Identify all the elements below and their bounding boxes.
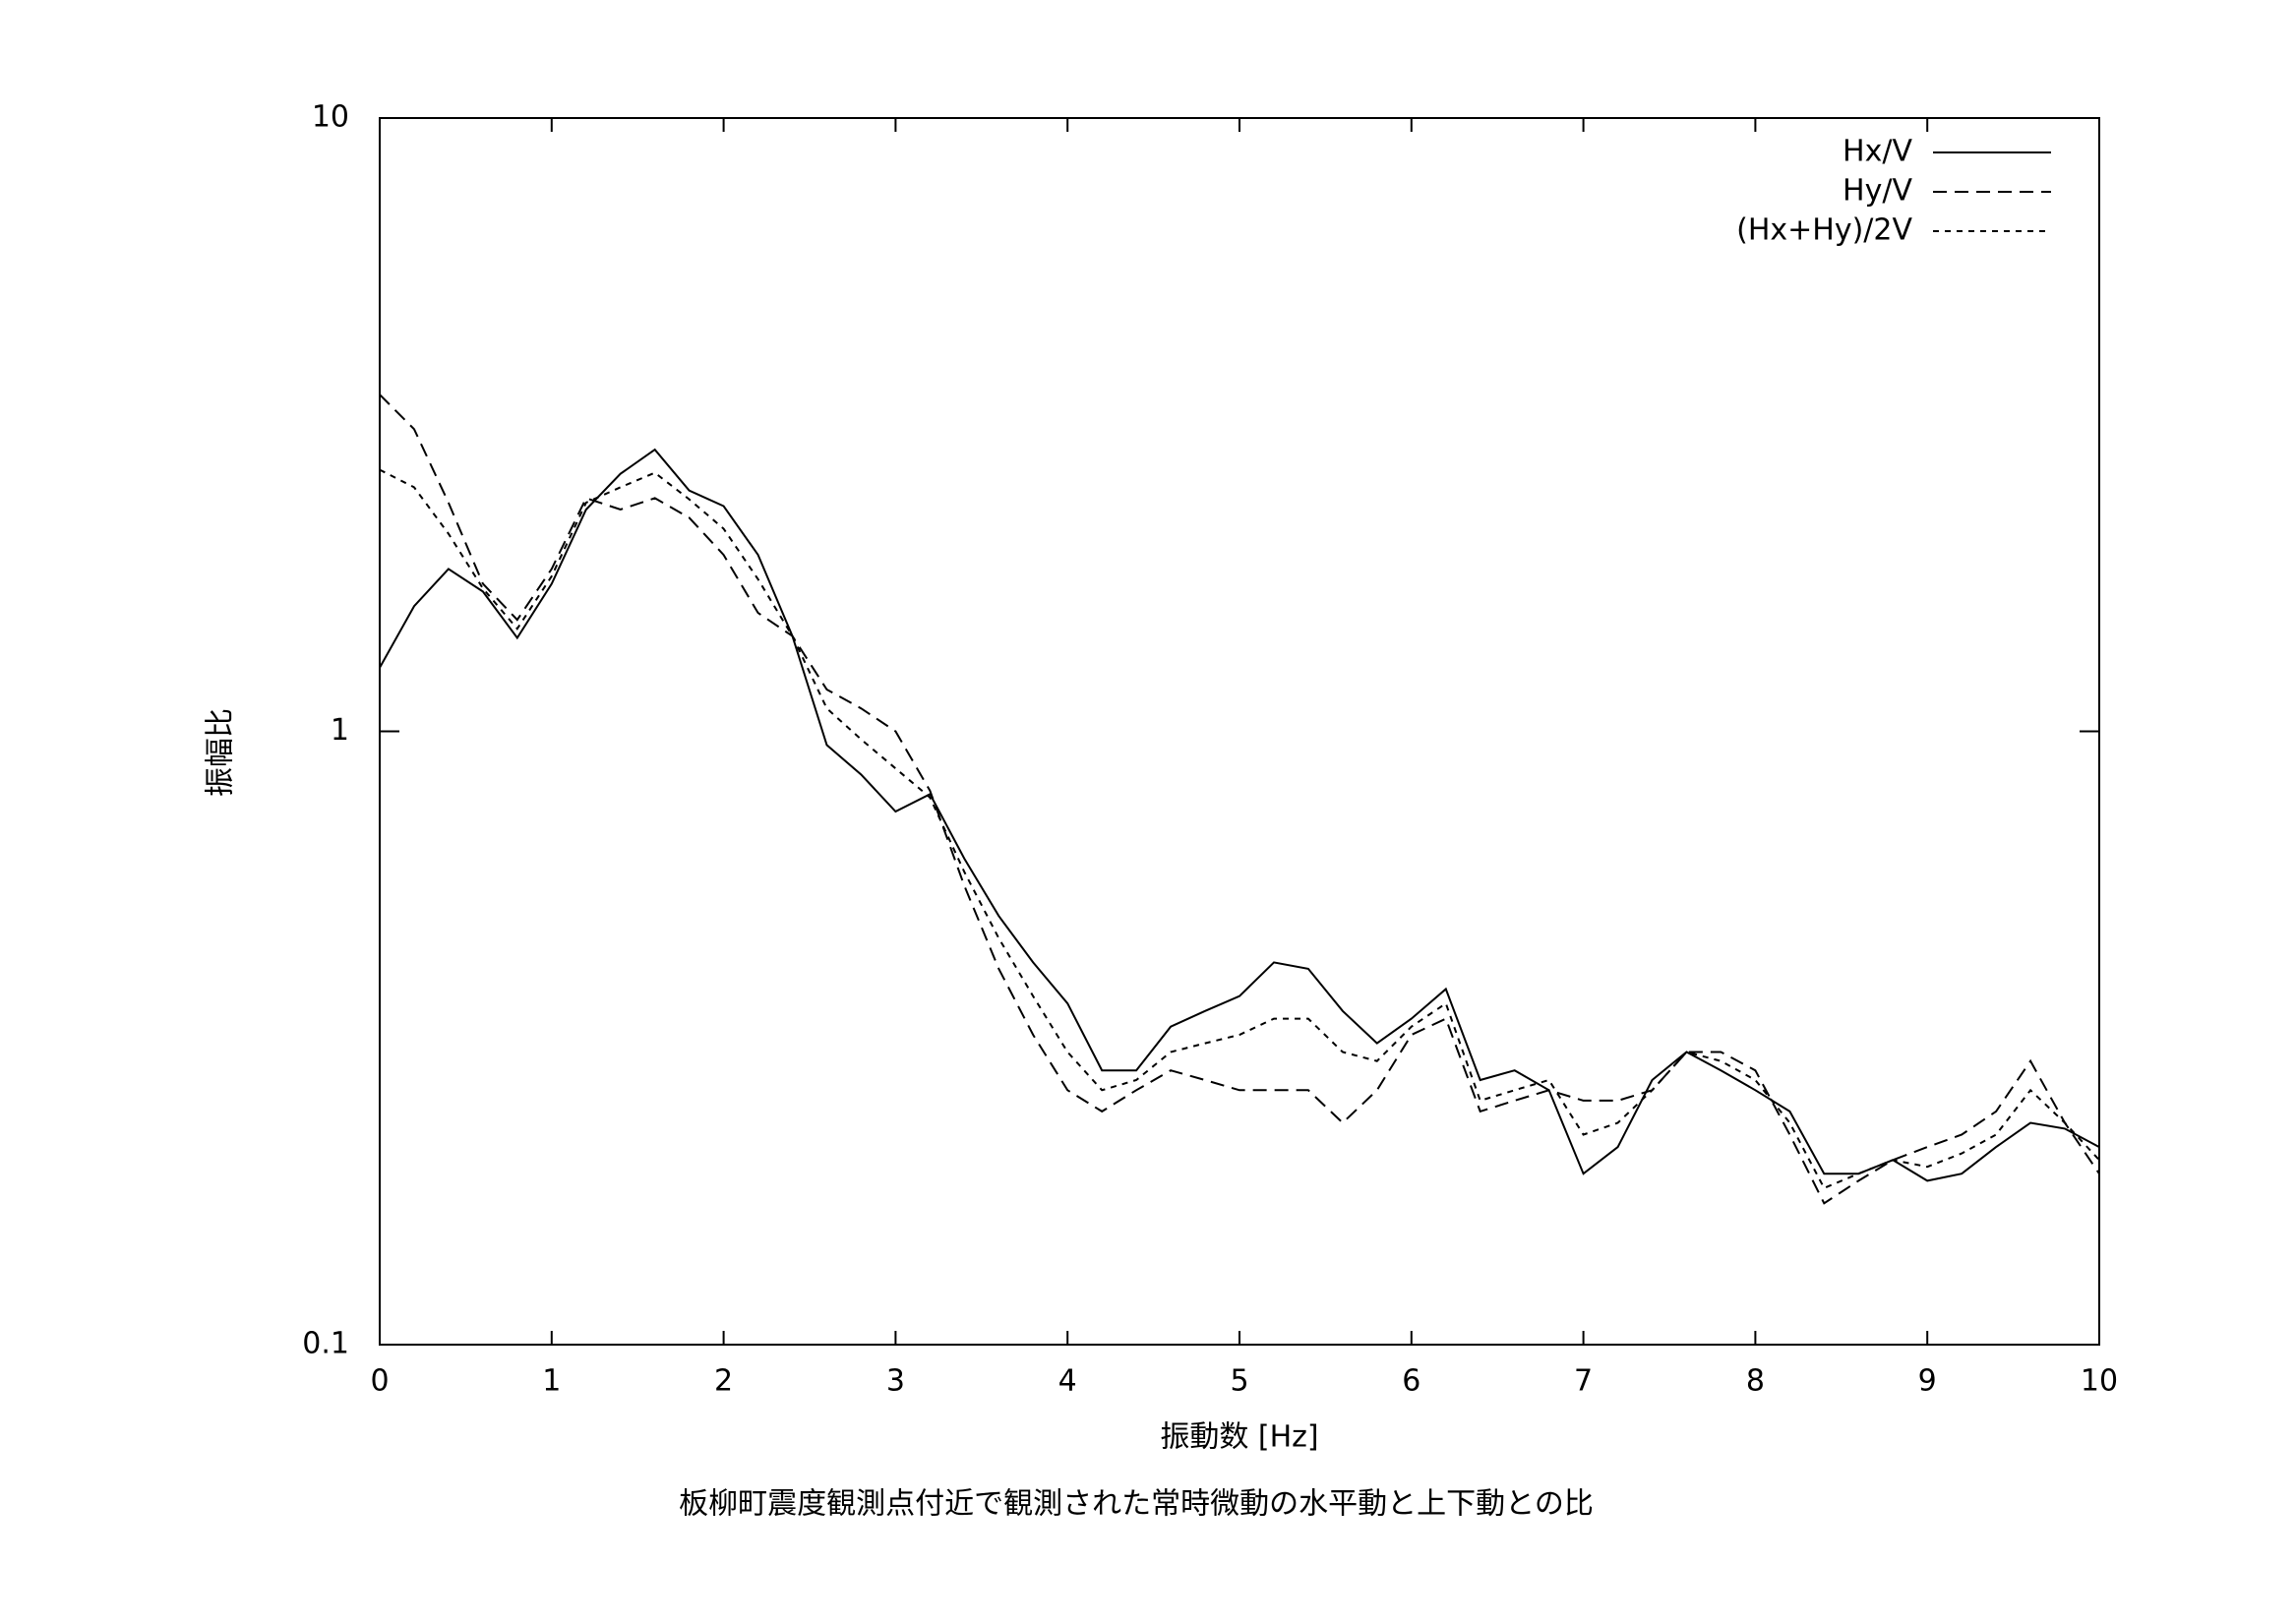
x-tick-label: 3 [886, 1364, 905, 1399]
y-tick-label: 1 [331, 713, 349, 748]
series-line [379, 448, 2100, 1182]
y-axis-label: 振幅比 [204, 708, 238, 797]
chart-title: 板柳町震度観測点付近で観測された常時微動の水平動と上下動との比 [679, 1487, 1594, 1522]
y-tick-label: 0.1 [302, 1327, 349, 1361]
x-tick-label: 5 [1230, 1364, 1248, 1399]
x-tick-label: 4 [1058, 1364, 1077, 1399]
x-tick-label: 8 [1746, 1364, 1765, 1399]
x-tick-label: 6 [1402, 1364, 1420, 1399]
legend-label: (Hx+Hy)/2V [1736, 213, 1912, 248]
x-tick-label: 1 [542, 1364, 561, 1399]
x-axis-label: 振動数 [Hz] [1160, 1420, 1318, 1455]
legend-label: Hx/V [1843, 135, 1912, 169]
y-tick-label: 10 [312, 100, 349, 135]
series-line [379, 393, 2100, 1205]
legend-label: Hy/V [1843, 174, 1912, 209]
plot-frame [379, 117, 2100, 1346]
series-line [379, 468, 2100, 1190]
x-tick-label: 7 [1574, 1364, 1593, 1399]
x-tick-label: 2 [714, 1364, 733, 1399]
x-tick-label: 10 [2081, 1364, 2118, 1399]
x-tick-label: 9 [1918, 1364, 1937, 1399]
x-tick-label: 0 [370, 1364, 389, 1399]
